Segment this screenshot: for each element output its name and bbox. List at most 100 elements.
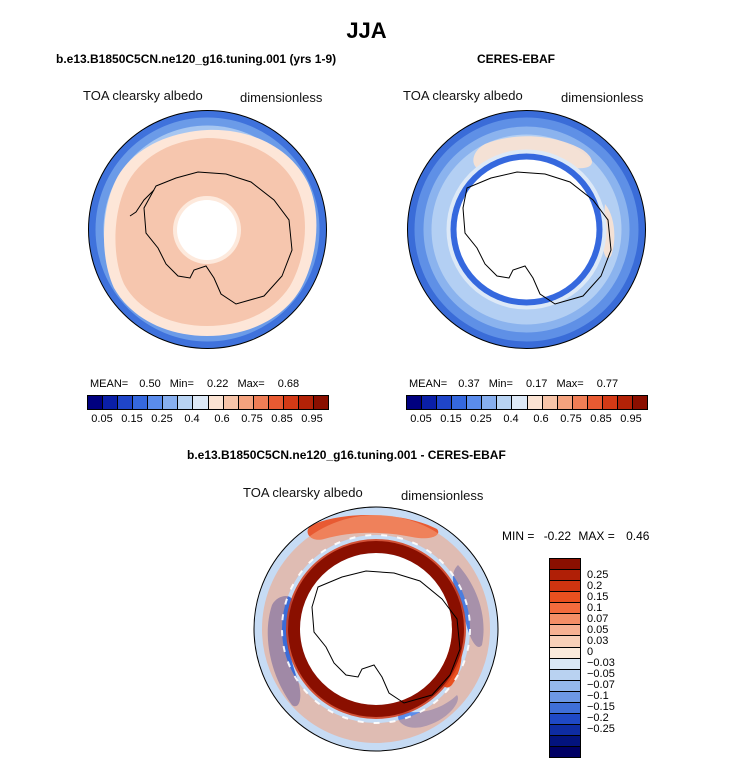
model-colorbar-swatch bbox=[268, 396, 284, 409]
model-colorbar-swatch bbox=[253, 396, 269, 409]
diff-colorbar-swatch bbox=[550, 570, 580, 582]
obs-colorbar-tick-label: 0.25 bbox=[470, 413, 492, 425]
obs-colorbar-swatch bbox=[632, 396, 647, 409]
model-colorbar-swatch bbox=[193, 396, 209, 409]
model-colorbar-tick-label: 0.75 bbox=[241, 413, 263, 425]
diff-colorbar-tick-label: −0.15 bbox=[587, 700, 615, 713]
diff-polar-map bbox=[253, 506, 499, 752]
model-colorbar-tick-label: 0.25 bbox=[151, 413, 173, 425]
diff-colorbar-tick-label: −0.05 bbox=[587, 667, 615, 680]
diff-colorbar-swatch bbox=[550, 736, 580, 748]
obs-colorbar-swatch bbox=[437, 396, 453, 409]
model-colorbar-swatch bbox=[133, 396, 149, 409]
obs-colorbar-swatch bbox=[602, 396, 618, 409]
obs-colorbar-labels: 0.05 0.15 0.25 0.4 0.6 0.75 0.85 0.95 bbox=[406, 413, 646, 427]
diff-colorbar-tick-label: 0.25 bbox=[587, 568, 609, 581]
diff-colorbar-swatch bbox=[550, 614, 580, 626]
model-colorbar-swatch bbox=[223, 396, 239, 409]
diff-colorbar bbox=[549, 558, 581, 758]
model-colorbar-swatch bbox=[298, 396, 314, 409]
diff-panel-title: b.e13.B1850C5CN.ne120_g16.tuning.001 - C… bbox=[187, 448, 506, 462]
obs-panel-title: CERES-EBAF bbox=[477, 52, 556, 66]
obs-colorbar-tick-label: 0.15 bbox=[440, 413, 462, 425]
diff-max-value: 0.46 bbox=[626, 529, 650, 543]
diff-units-label: dimensionless bbox=[401, 488, 484, 503]
model-max-value: 0.68 bbox=[277, 378, 300, 390]
obs-mean-value: 0.37 bbox=[458, 378, 480, 390]
model-variable-label: TOA clearsky albedo bbox=[83, 88, 203, 103]
model-colorbar-swatch bbox=[148, 396, 164, 409]
diff-colorbar-swatch bbox=[550, 625, 580, 637]
diff-colorbar-swatch bbox=[550, 724, 580, 736]
model-colorbar-labels: 0.05 0.15 0.25 0.4 0.6 0.75 0.85 0.95 bbox=[87, 413, 327, 427]
obs-colorbar-swatch bbox=[542, 396, 558, 409]
model-colorbar-swatch bbox=[208, 396, 224, 409]
model-mean-label: MEAN= bbox=[90, 378, 129, 390]
diff-colorbar-swatch bbox=[550, 669, 580, 681]
model-polar-map bbox=[88, 110, 327, 349]
model-colorbar-tick-label: 0.4 bbox=[184, 413, 200, 425]
diff-colorbar-tick-label: −0.03 bbox=[587, 656, 615, 669]
diff-colorbar-swatch bbox=[550, 658, 580, 670]
model-colorbar-tick-label: 0.6 bbox=[214, 413, 230, 425]
diff-colorbar-tick-label: 0 bbox=[587, 645, 594, 658]
model-panel-title: b.e13.B1850C5CN.ne120_g16.tuning.001 (yr… bbox=[56, 52, 337, 66]
model-colorbar-tick-label: 0.15 bbox=[121, 413, 143, 425]
model-min-value: 0.22 bbox=[206, 378, 229, 390]
model-colorbar-tick-label: 0.85 bbox=[271, 413, 293, 425]
obs-min-value: 0.17 bbox=[525, 378, 548, 390]
obs-polar-map bbox=[407, 110, 646, 349]
diff-colorbar-tick-label: 0.1 bbox=[587, 601, 603, 614]
obs-colorbar-swatch bbox=[617, 396, 633, 409]
obs-colorbar-tick-label: 0.05 bbox=[410, 413, 432, 425]
model-colorbar-swatch bbox=[283, 396, 299, 409]
diff-min-label: MIN = bbox=[502, 529, 535, 543]
page-title: JJA bbox=[346, 18, 387, 43]
obs-max-label: Max= bbox=[556, 378, 584, 390]
diff-colorbar-swatch bbox=[550, 559, 580, 571]
model-colorbar-swatch bbox=[103, 396, 119, 409]
obs-colorbar-swatch bbox=[512, 396, 528, 409]
obs-stats: MEAN= 0.37 Min= 0.17 Max= 0.77 bbox=[409, 378, 618, 390]
obs-colorbar-swatch bbox=[527, 396, 543, 409]
diff-colorbar-swatch bbox=[550, 713, 580, 725]
obs-units-label: dimensionless bbox=[561, 90, 644, 105]
diff-colorbar-tick-label: 0.15 bbox=[587, 590, 609, 603]
obs-colorbar-swatch bbox=[587, 396, 603, 409]
obs-colorbar-swatch bbox=[452, 396, 468, 409]
obs-colorbar-tick-label: 0.95 bbox=[620, 413, 642, 425]
diff-colorbar-swatch bbox=[550, 647, 580, 659]
model-mean-value: 0.50 bbox=[139, 378, 161, 390]
diff-colorbar-tick-label: −0.2 bbox=[587, 711, 609, 724]
diff-max-label: MAX = bbox=[578, 529, 615, 543]
obs-colorbar bbox=[406, 395, 648, 410]
diff-colorbar-tick-label: 0.2 bbox=[587, 579, 603, 592]
model-colorbar-swatch bbox=[178, 396, 194, 409]
diff-colorbar-tick-label: −0.1 bbox=[587, 689, 609, 702]
diff-colorbar-swatch bbox=[550, 581, 580, 593]
obs-colorbar-swatch bbox=[467, 396, 483, 409]
model-colorbar-swatch bbox=[238, 396, 254, 409]
model-colorbar-swatch bbox=[88, 396, 104, 409]
obs-colorbar-swatch bbox=[497, 396, 513, 409]
diff-colorbar-swatch bbox=[550, 702, 580, 714]
obs-colorbar-swatch bbox=[407, 396, 423, 409]
obs-max-value: 0.77 bbox=[596, 378, 619, 390]
obs-min-label: Min= bbox=[488, 378, 513, 390]
diff-colorbar-swatch bbox=[550, 691, 580, 703]
diff-colorbar-swatch bbox=[550, 680, 580, 692]
diff-colorbar-swatch bbox=[550, 603, 580, 615]
diff-colorbar-tick-label: 0.05 bbox=[587, 623, 609, 636]
diff-colorbar-tick-label: 0.03 bbox=[587, 634, 609, 647]
obs-variable-label: TOA clearsky albedo bbox=[403, 88, 523, 103]
diff-stats: MIN = -0.22 MAX = 0.46 bbox=[502, 529, 649, 543]
model-units-label: dimensionless bbox=[240, 90, 323, 105]
obs-colorbar-swatch bbox=[422, 396, 438, 409]
diff-colorbar-swatch bbox=[550, 636, 580, 648]
diff-colorbar-swatch bbox=[550, 592, 580, 604]
diff-colorbar-tick-label: −0.25 bbox=[587, 722, 615, 735]
diff-colorbar-tick-label: −0.07 bbox=[587, 678, 615, 691]
diff-colorbar-tick-label: 0.07 bbox=[587, 612, 609, 625]
model-colorbar-swatch bbox=[313, 396, 328, 409]
model-max-label: Max= bbox=[237, 378, 265, 390]
